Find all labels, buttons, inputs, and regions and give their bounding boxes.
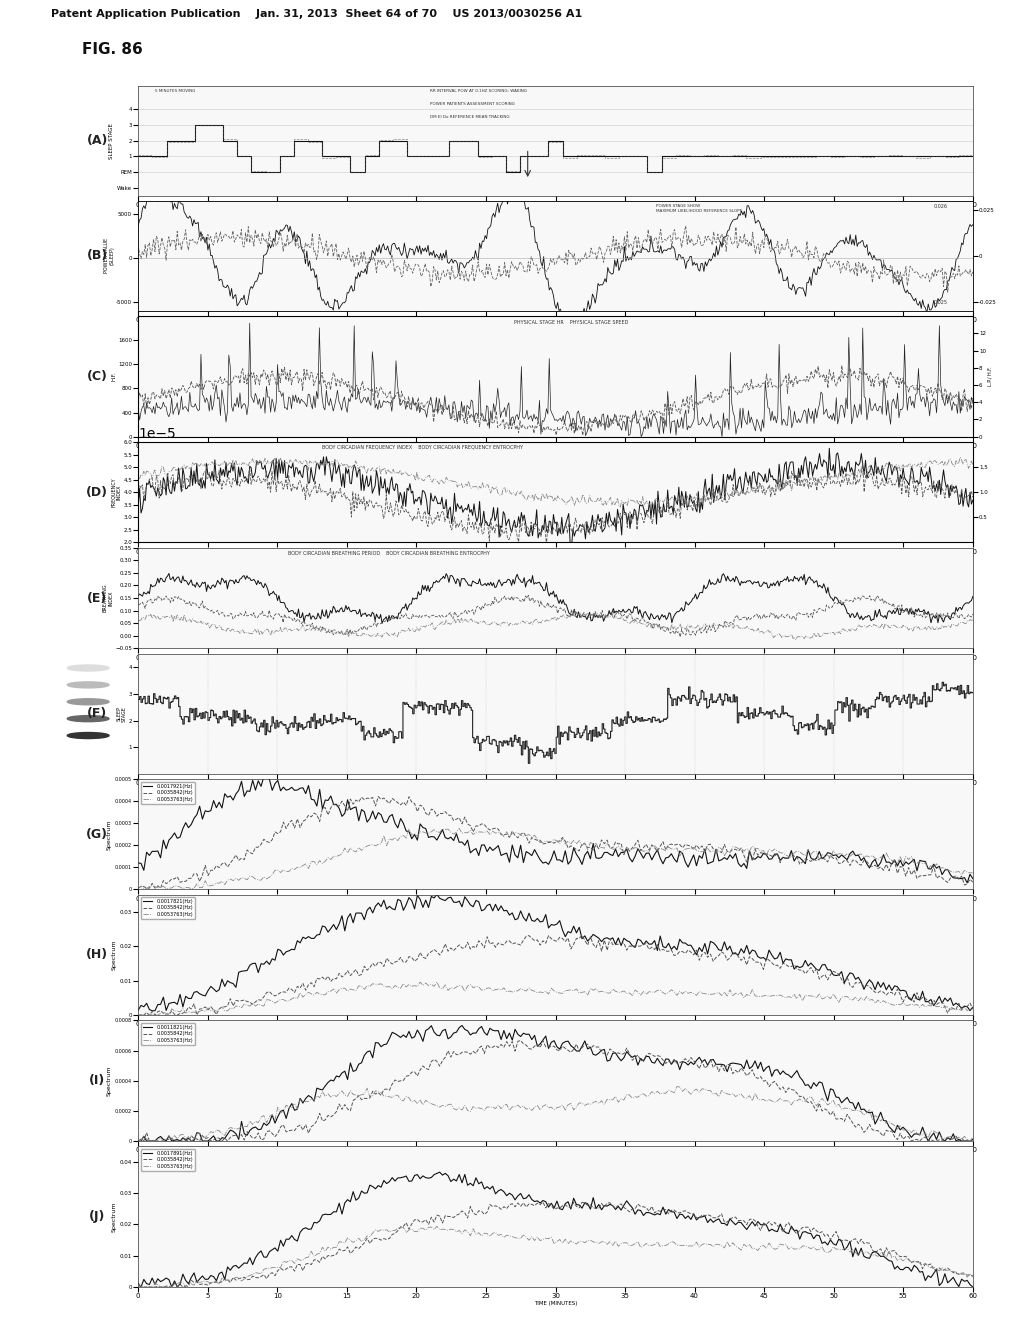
Text: BODY CIRCADIAN FREQUENCY INDEX    BODY CIRCADIAN FREQUENCY ENTROCPHY: BODY CIRCADIAN FREQUENCY INDEX BODY CIRC… (322, 445, 523, 450)
Text: FIG. 86: FIG. 86 (82, 42, 142, 57)
Text: 5 MINUTES MOVING: 5 MINUTES MOVING (155, 88, 196, 94)
Text: POWER STAGE SHOW
MAXIMUM LIKELIHOOD REFERENCE SLOPE: POWER STAGE SHOW MAXIMUM LIKELIHOOD REFE… (655, 205, 742, 213)
Y-axis label: L.P./ H.F.: L.P./ H.F. (987, 367, 992, 387)
Circle shape (68, 665, 109, 671)
Y-axis label: FREQUENCY
INDEX: FREQUENCY INDEX (111, 478, 122, 507)
Circle shape (68, 682, 109, 688)
Text: (J): (J) (89, 1210, 105, 1224)
Y-axis label: BREATHING
INDEX: BREATHING INDEX (103, 583, 114, 612)
X-axis label: TIME (MINUTES): TIME (MINUTES) (534, 556, 578, 561)
Text: 0.025: 0.025 (934, 301, 948, 305)
Legend: 0.0017921(Hz), 0.0035842(Hz), 0.0053763(Hz): 0.0017921(Hz), 0.0035842(Hz), 0.0053763(… (140, 781, 195, 804)
Y-axis label: Spectrum: Spectrum (108, 1065, 112, 1096)
Text: (G): (G) (86, 828, 109, 841)
X-axis label: TIME (MINUTES): TIME (MINUTES) (534, 1028, 578, 1034)
Text: (D): (D) (86, 486, 109, 499)
Y-axis label: Spectrum: Spectrum (108, 820, 112, 850)
X-axis label: TIME (MINUTES): TIME (MINUTES) (534, 1155, 578, 1160)
Text: DM El Do REFERENCE MEAN TRACKING: DM El Do REFERENCE MEAN TRACKING (430, 115, 510, 120)
X-axis label: TIME (MINUTES): TIME (MINUTES) (534, 661, 578, 667)
X-axis label: TIME (MINUTES): TIME (MINUTES) (534, 903, 578, 908)
Legend: 0.0017891(Hz), 0.0035842(Hz), 0.0053763(Hz): 0.0017891(Hz), 0.0035842(Hz), 0.0053763(… (140, 1148, 195, 1171)
Text: (F): (F) (87, 708, 108, 721)
Circle shape (68, 698, 109, 705)
Text: (I): (I) (89, 1074, 105, 1088)
X-axis label: TIME (MINUTES): TIME (MINUTES) (534, 325, 578, 330)
Legend: 0.0011821(Hz), 0.0035842(Hz), 0.0053763(Hz): 0.0011821(Hz), 0.0035842(Hz), 0.0053763(… (140, 1023, 195, 1044)
Text: POWER PATIENTS ASSESSMENT SCORING: POWER PATIENTS ASSESSMENT SCORING (430, 102, 515, 107)
Y-axis label: SLEEP STAGE: SLEEP STAGE (110, 123, 115, 158)
Text: (A): (A) (87, 135, 108, 148)
Y-axis label: POWER VALUE
(SLEEP): POWER VALUE (SLEEP) (103, 239, 115, 273)
Circle shape (68, 733, 109, 739)
Text: PHYSICAL STAGE HR    PHYSICAL STAGE SPEED: PHYSICAL STAGE HR PHYSICAL STAGE SPEED (514, 319, 628, 325)
Y-axis label: SLEEP
STAGE: SLEEP STAGE (117, 706, 127, 722)
Text: (H): (H) (86, 948, 109, 961)
Text: Patent Application Publication    Jan. 31, 2013  Sheet 64 of 70    US 2013/00302: Patent Application Publication Jan. 31, … (51, 9, 583, 20)
X-axis label: TIME (MINUTES): TIME (MINUTES) (534, 450, 578, 455)
Y-axis label: Spectrum: Spectrum (112, 1201, 117, 1232)
Text: 0.026: 0.026 (934, 205, 948, 210)
Legend: 0.0017821(Hz), 0.0035842(Hz), 0.0053763(Hz): 0.0017821(Hz), 0.0035842(Hz), 0.0053763(… (140, 898, 195, 919)
Text: (C): (C) (87, 370, 108, 383)
Circle shape (68, 715, 109, 722)
X-axis label: TIME (MINUTES): TIME (MINUTES) (534, 210, 578, 214)
X-axis label: TIME (MINUTES): TIME (MINUTES) (534, 788, 578, 793)
Text: BODY CIRCADIAN BREATHING PERIOD    BODY CIRCADIAN BREATHING ENTROCPHY: BODY CIRCADIAN BREATHING PERIOD BODY CIR… (289, 550, 490, 556)
X-axis label: TIME (MINUTES): TIME (MINUTES) (534, 1300, 578, 1305)
Text: RR INTERVAL POW AT 0.1HZ SCORING: WAKING: RR INTERVAL POW AT 0.1HZ SCORING: WAKING (430, 88, 527, 94)
Y-axis label: Spectrum: Spectrum (112, 940, 117, 970)
Y-axis label: H.F.: H.F. (112, 371, 117, 381)
Text: (B): (B) (87, 249, 108, 263)
Text: (E): (E) (87, 591, 108, 605)
